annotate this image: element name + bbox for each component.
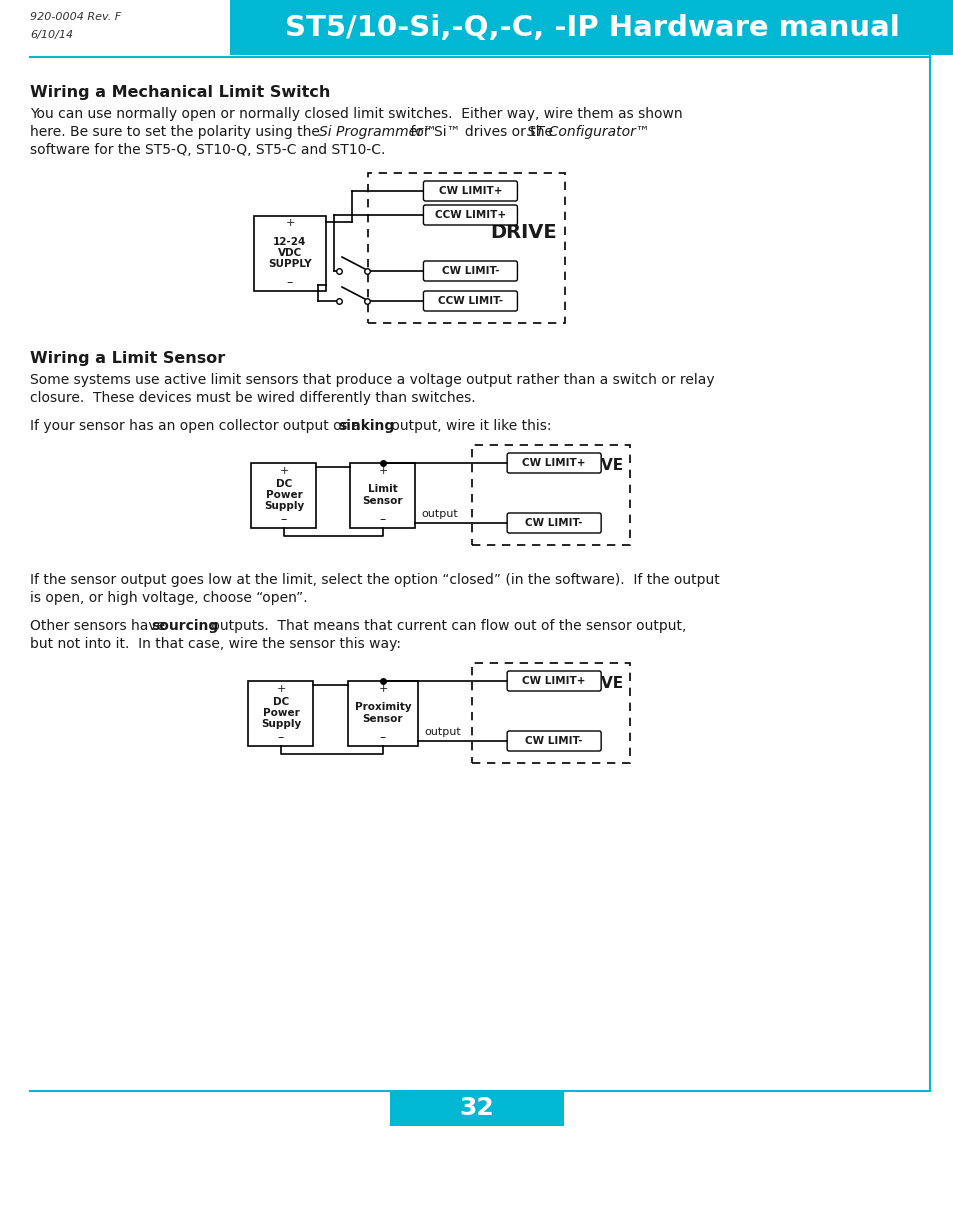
Text: closure.  These devices must be wired differently than switches.: closure. These devices must be wired dif…	[30, 391, 476, 405]
Text: Supply: Supply	[260, 719, 301, 729]
Text: Limit: Limit	[368, 485, 397, 494]
Text: –: –	[280, 513, 287, 526]
Text: ST5/10-Si,-Q,-C, -IP Hardware manual: ST5/10-Si,-Q,-C, -IP Hardware manual	[284, 13, 899, 41]
FancyBboxPatch shape	[252, 463, 316, 527]
Text: CW LIMIT-: CW LIMIT-	[525, 517, 582, 528]
FancyBboxPatch shape	[423, 261, 517, 280]
FancyBboxPatch shape	[348, 681, 417, 746]
Text: DRIVE: DRIVE	[571, 457, 623, 473]
Text: 32: 32	[459, 1097, 494, 1120]
Text: is open, or high voltage, choose “open”.: is open, or high voltage, choose “open”.	[30, 591, 307, 604]
Text: SUPPLY: SUPPLY	[268, 259, 312, 268]
Text: +: +	[378, 465, 387, 475]
Text: CW LIMIT+: CW LIMIT+	[522, 458, 585, 468]
FancyBboxPatch shape	[350, 463, 416, 527]
Text: If your sensor has an open collector output or a: If your sensor has an open collector out…	[30, 420, 364, 433]
Text: Power: Power	[265, 490, 302, 501]
Text: DC: DC	[275, 479, 292, 488]
FancyBboxPatch shape	[507, 731, 600, 751]
Text: Proximity: Proximity	[355, 702, 411, 712]
Text: for Si™ drives or the: for Si™ drives or the	[406, 125, 557, 139]
Text: sinking: sinking	[337, 420, 394, 433]
Text: output: output	[423, 727, 460, 737]
Text: Supply: Supply	[264, 501, 304, 511]
Text: –: –	[277, 731, 284, 744]
FancyBboxPatch shape	[507, 671, 600, 692]
Text: You can use normally open or normally closed limit switches.  Either way, wire t: You can use normally open or normally cl…	[30, 108, 682, 121]
Text: output: output	[421, 509, 457, 519]
Text: If the sensor output goes low at the limit, select the option “closed” (in the s: If the sensor output goes low at the lim…	[30, 573, 719, 588]
Text: +: +	[279, 465, 289, 475]
Text: outputs.  That means that current can flow out of the sensor output,: outputs. That means that current can flo…	[207, 619, 685, 634]
Text: VDC: VDC	[277, 248, 302, 258]
Text: Some systems use active limit sensors that produce a voltage output rather than : Some systems use active limit sensors th…	[30, 374, 714, 387]
FancyBboxPatch shape	[248, 681, 314, 746]
Text: +: +	[378, 683, 387, 694]
Text: 12-24: 12-24	[273, 237, 306, 247]
FancyBboxPatch shape	[253, 215, 326, 290]
Text: 920-0004 Rev. F: 920-0004 Rev. F	[30, 12, 121, 22]
FancyBboxPatch shape	[507, 513, 600, 533]
Text: –: –	[379, 513, 386, 526]
Text: +: +	[285, 219, 294, 229]
Text: CCW LIMIT-: CCW LIMIT-	[437, 296, 502, 306]
Text: output, wire it like this:: output, wire it like this:	[387, 420, 551, 433]
Text: DRIVE: DRIVE	[490, 224, 557, 243]
Text: CW LIMIT-: CW LIMIT-	[441, 266, 498, 276]
Text: DC: DC	[273, 698, 289, 707]
Text: CW LIMIT+: CW LIMIT+	[522, 676, 585, 686]
Text: Si Programmer™: Si Programmer™	[318, 125, 436, 139]
Text: CW LIMIT+: CW LIMIT+	[438, 186, 501, 196]
Text: CW LIMIT-: CW LIMIT-	[525, 736, 582, 746]
Bar	[230, 0, 953, 54]
Text: DRIVE: DRIVE	[571, 676, 623, 690]
Text: –: –	[287, 276, 293, 289]
Text: Sensor: Sensor	[362, 496, 403, 505]
Text: CCW LIMIT+: CCW LIMIT+	[435, 210, 505, 220]
FancyBboxPatch shape	[423, 181, 517, 201]
Text: sourcing: sourcing	[151, 619, 218, 634]
FancyBboxPatch shape	[507, 453, 600, 473]
Text: Sensor: Sensor	[362, 713, 403, 723]
Text: ST Configurator™: ST Configurator™	[526, 125, 649, 139]
Bar	[390, 1091, 563, 1126]
Text: Wiring a Mechanical Limit Switch: Wiring a Mechanical Limit Switch	[30, 85, 330, 100]
Text: 6/10/14: 6/10/14	[30, 30, 73, 40]
Text: +: +	[276, 683, 285, 694]
Text: Power: Power	[262, 708, 299, 718]
Text: here. Be sure to set the polarity using the: here. Be sure to set the polarity using …	[30, 125, 324, 139]
Text: but not into it.  In that case, wire the sensor this way:: but not into it. In that case, wire the …	[30, 637, 400, 650]
Text: –: –	[379, 731, 386, 744]
Text: Other sensors have: Other sensors have	[30, 619, 170, 634]
FancyBboxPatch shape	[423, 291, 517, 311]
FancyBboxPatch shape	[423, 206, 517, 225]
Text: software for the ST5-Q, ST10-Q, ST5-C and ST10-C.: software for the ST5-Q, ST10-Q, ST5-C an…	[30, 143, 385, 157]
Text: Wiring a Limit Sensor: Wiring a Limit Sensor	[30, 351, 225, 366]
